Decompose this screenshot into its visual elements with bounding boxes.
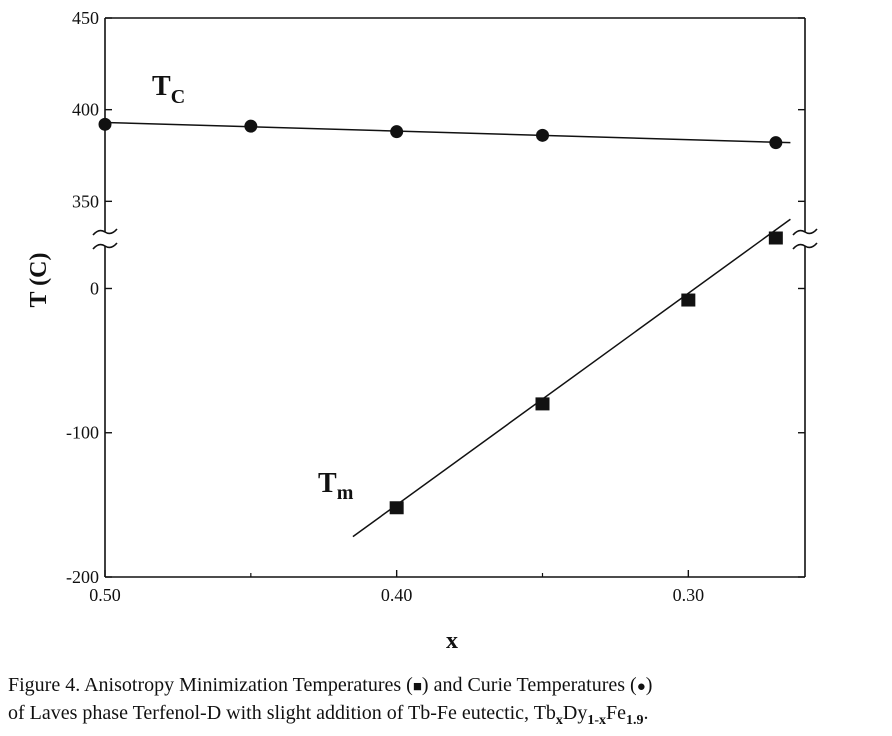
- y-lower-0-label: 0: [90, 278, 99, 298]
- y-lower--100-label: -100: [66, 423, 99, 443]
- y-upper-400-label: 400: [72, 100, 99, 120]
- caption-text: Figure 4. Anisotropy Minimization Temper…: [8, 674, 413, 696]
- data-point-T_C: [390, 125, 404, 139]
- x-tick-label-0.40: 0.40: [381, 585, 413, 605]
- x-tick-label-0.50: 0.50: [89, 585, 121, 605]
- left-break-mark: [92, 228, 118, 236]
- data-point-T_C: [769, 136, 783, 150]
- caption-text: of Laves phase Terfenol-D with slight ad…: [8, 702, 556, 724]
- y-upper-350-label: 350: [72, 191, 99, 211]
- square-marker-icon: ■: [412, 679, 422, 695]
- fit-lines: [104, 121, 791, 538]
- series-label-tm: Tm: [318, 468, 354, 504]
- caption-line-1: Figure 4. Anisotropy Minimization Temper…: [8, 672, 888, 700]
- y-lower--200-label: -200: [66, 567, 99, 587]
- x-tick-label-0.30: 0.30: [673, 585, 705, 605]
- right-break-mark: [792, 228, 818, 236]
- data-point-T_C: [244, 119, 258, 133]
- series-label-tc: TC: [152, 71, 185, 108]
- y-upper-450-label: 450: [72, 8, 99, 28]
- data-point-T_m: [681, 293, 696, 307]
- circle-marker-icon: ●: [636, 679, 646, 695]
- caption-line-2: of Laves phase Terfenol-D with slight ad…: [8, 700, 888, 734]
- data-point-T_C: [536, 128, 549, 142]
- left-break-mark: [92, 242, 118, 250]
- data-point-T_C: [98, 117, 112, 131]
- caption-subscript: x: [555, 713, 563, 728]
- data-point-T_m: [535, 397, 550, 411]
- figure-caption: Figure 4. Anisotropy Minimization Temper…: [8, 672, 888, 734]
- caption-text: Dy: [562, 702, 588, 724]
- caption-subscript: 1.9: [626, 713, 644, 728]
- fit-line-T_C: [104, 121, 791, 144]
- y-axis-title: T (C): [26, 253, 52, 308]
- fit-line-T_m: [352, 218, 791, 538]
- series-label-tm-main: T: [318, 468, 337, 499]
- data-markers: [98, 117, 783, 515]
- data-point-T_m: [389, 501, 404, 515]
- caption-text: ) and Curie Temperatures (: [421, 674, 637, 696]
- plot-frame: [104, 17, 806, 578]
- caption-text: ): [645, 674, 653, 696]
- series-label-tc-sub: C: [171, 86, 185, 108]
- series-label-tc-main: T: [152, 71, 171, 102]
- right-break-mark: [792, 242, 818, 250]
- series-label-tm-sub: m: [337, 482, 354, 504]
- caption-text: Fe: [606, 702, 627, 724]
- axis-break-marks: [92, 228, 818, 250]
- data-point-T_m: [768, 231, 783, 245]
- caption-subscript: 1-x: [587, 713, 607, 728]
- caption-text: .: [643, 702, 649, 724]
- x-axis-title: x: [446, 628, 458, 654]
- axis-ticks: [104, 17, 805, 578]
